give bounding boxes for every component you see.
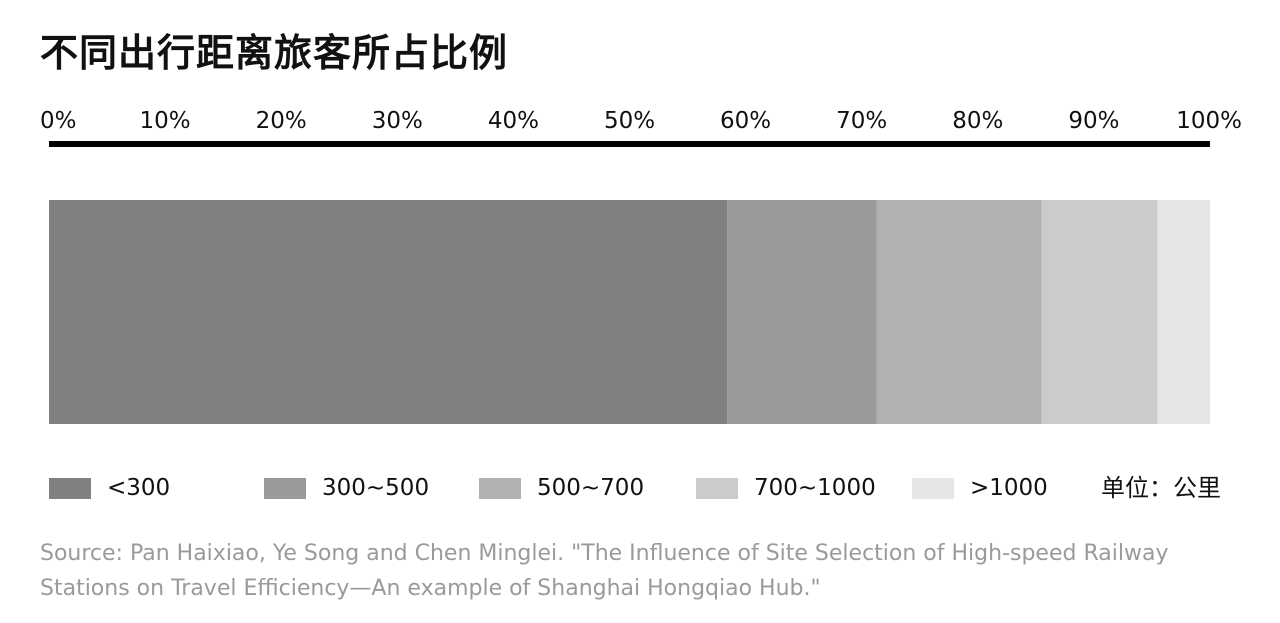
legend-item-500-700: 500~700 xyxy=(479,470,644,506)
x-tick-label: 40% xyxy=(488,108,539,134)
x-tick-label: 20% xyxy=(256,108,307,134)
bar-segment-1 xyxy=(727,200,877,424)
bar-segment-4 xyxy=(1157,200,1210,424)
legend-item-lt300: <300 xyxy=(49,470,170,506)
bar-segments xyxy=(49,200,1210,424)
legend-label-700-1000: 700~1000 xyxy=(754,475,876,501)
chart-title: 不同出行距离旅客所占比例 xyxy=(40,31,509,75)
bar-segment-2 xyxy=(876,200,1042,424)
bar-segment-3 xyxy=(1041,200,1158,424)
legend-swatch-500-700 xyxy=(479,477,521,499)
x-tick-label: 10% xyxy=(140,108,191,134)
legend-swatch-gt1000 xyxy=(912,477,954,499)
source-note: Source: Pan Haixiao, Ye Song and Chen Mi… xyxy=(40,541,1169,601)
x-tick-label: 60% xyxy=(720,108,771,134)
legend-swatch-lt300 xyxy=(49,477,91,499)
legend-label-gt1000: >1000 xyxy=(970,475,1048,501)
x-axis-ticks: 0% 10% 20% 30% 40% 50% 60% 70% 80% 90% 100% xyxy=(40,108,1242,134)
legend-item-gt1000: >1000 xyxy=(912,470,1048,506)
legend-label-300-500: 300~500 xyxy=(322,475,430,501)
x-tick-label: 100% xyxy=(1176,108,1242,134)
x-tick-label: 80% xyxy=(952,108,1003,134)
legend-swatch-300-500 xyxy=(264,477,306,499)
x-tick-label: 90% xyxy=(1068,108,1119,134)
legend-item-300-500: 300~500 xyxy=(264,470,429,506)
stacked-bar-chart: 0% 10% 20% 30% 40% 50% 60% 70% 80% 90% 100% xyxy=(40,108,1242,424)
bar-segment-0 xyxy=(49,200,728,424)
legend-swatch-700-1000 xyxy=(696,477,738,499)
x-tick-label: 50% xyxy=(604,108,655,134)
x-tick-label: 30% xyxy=(372,108,423,134)
legend: <300 300~500 500~700 700~1000 >1000 单位：公… xyxy=(49,470,1249,506)
unit-label: 单位：公里 xyxy=(1101,474,1221,502)
legend-item-700-1000: 700~1000 xyxy=(696,470,876,506)
x-tick-label: 0% xyxy=(40,108,77,134)
legend-label-lt300: <300 xyxy=(107,475,171,501)
legend-label-500-700: 500~700 xyxy=(537,475,645,501)
x-tick-label: 70% xyxy=(836,108,887,134)
